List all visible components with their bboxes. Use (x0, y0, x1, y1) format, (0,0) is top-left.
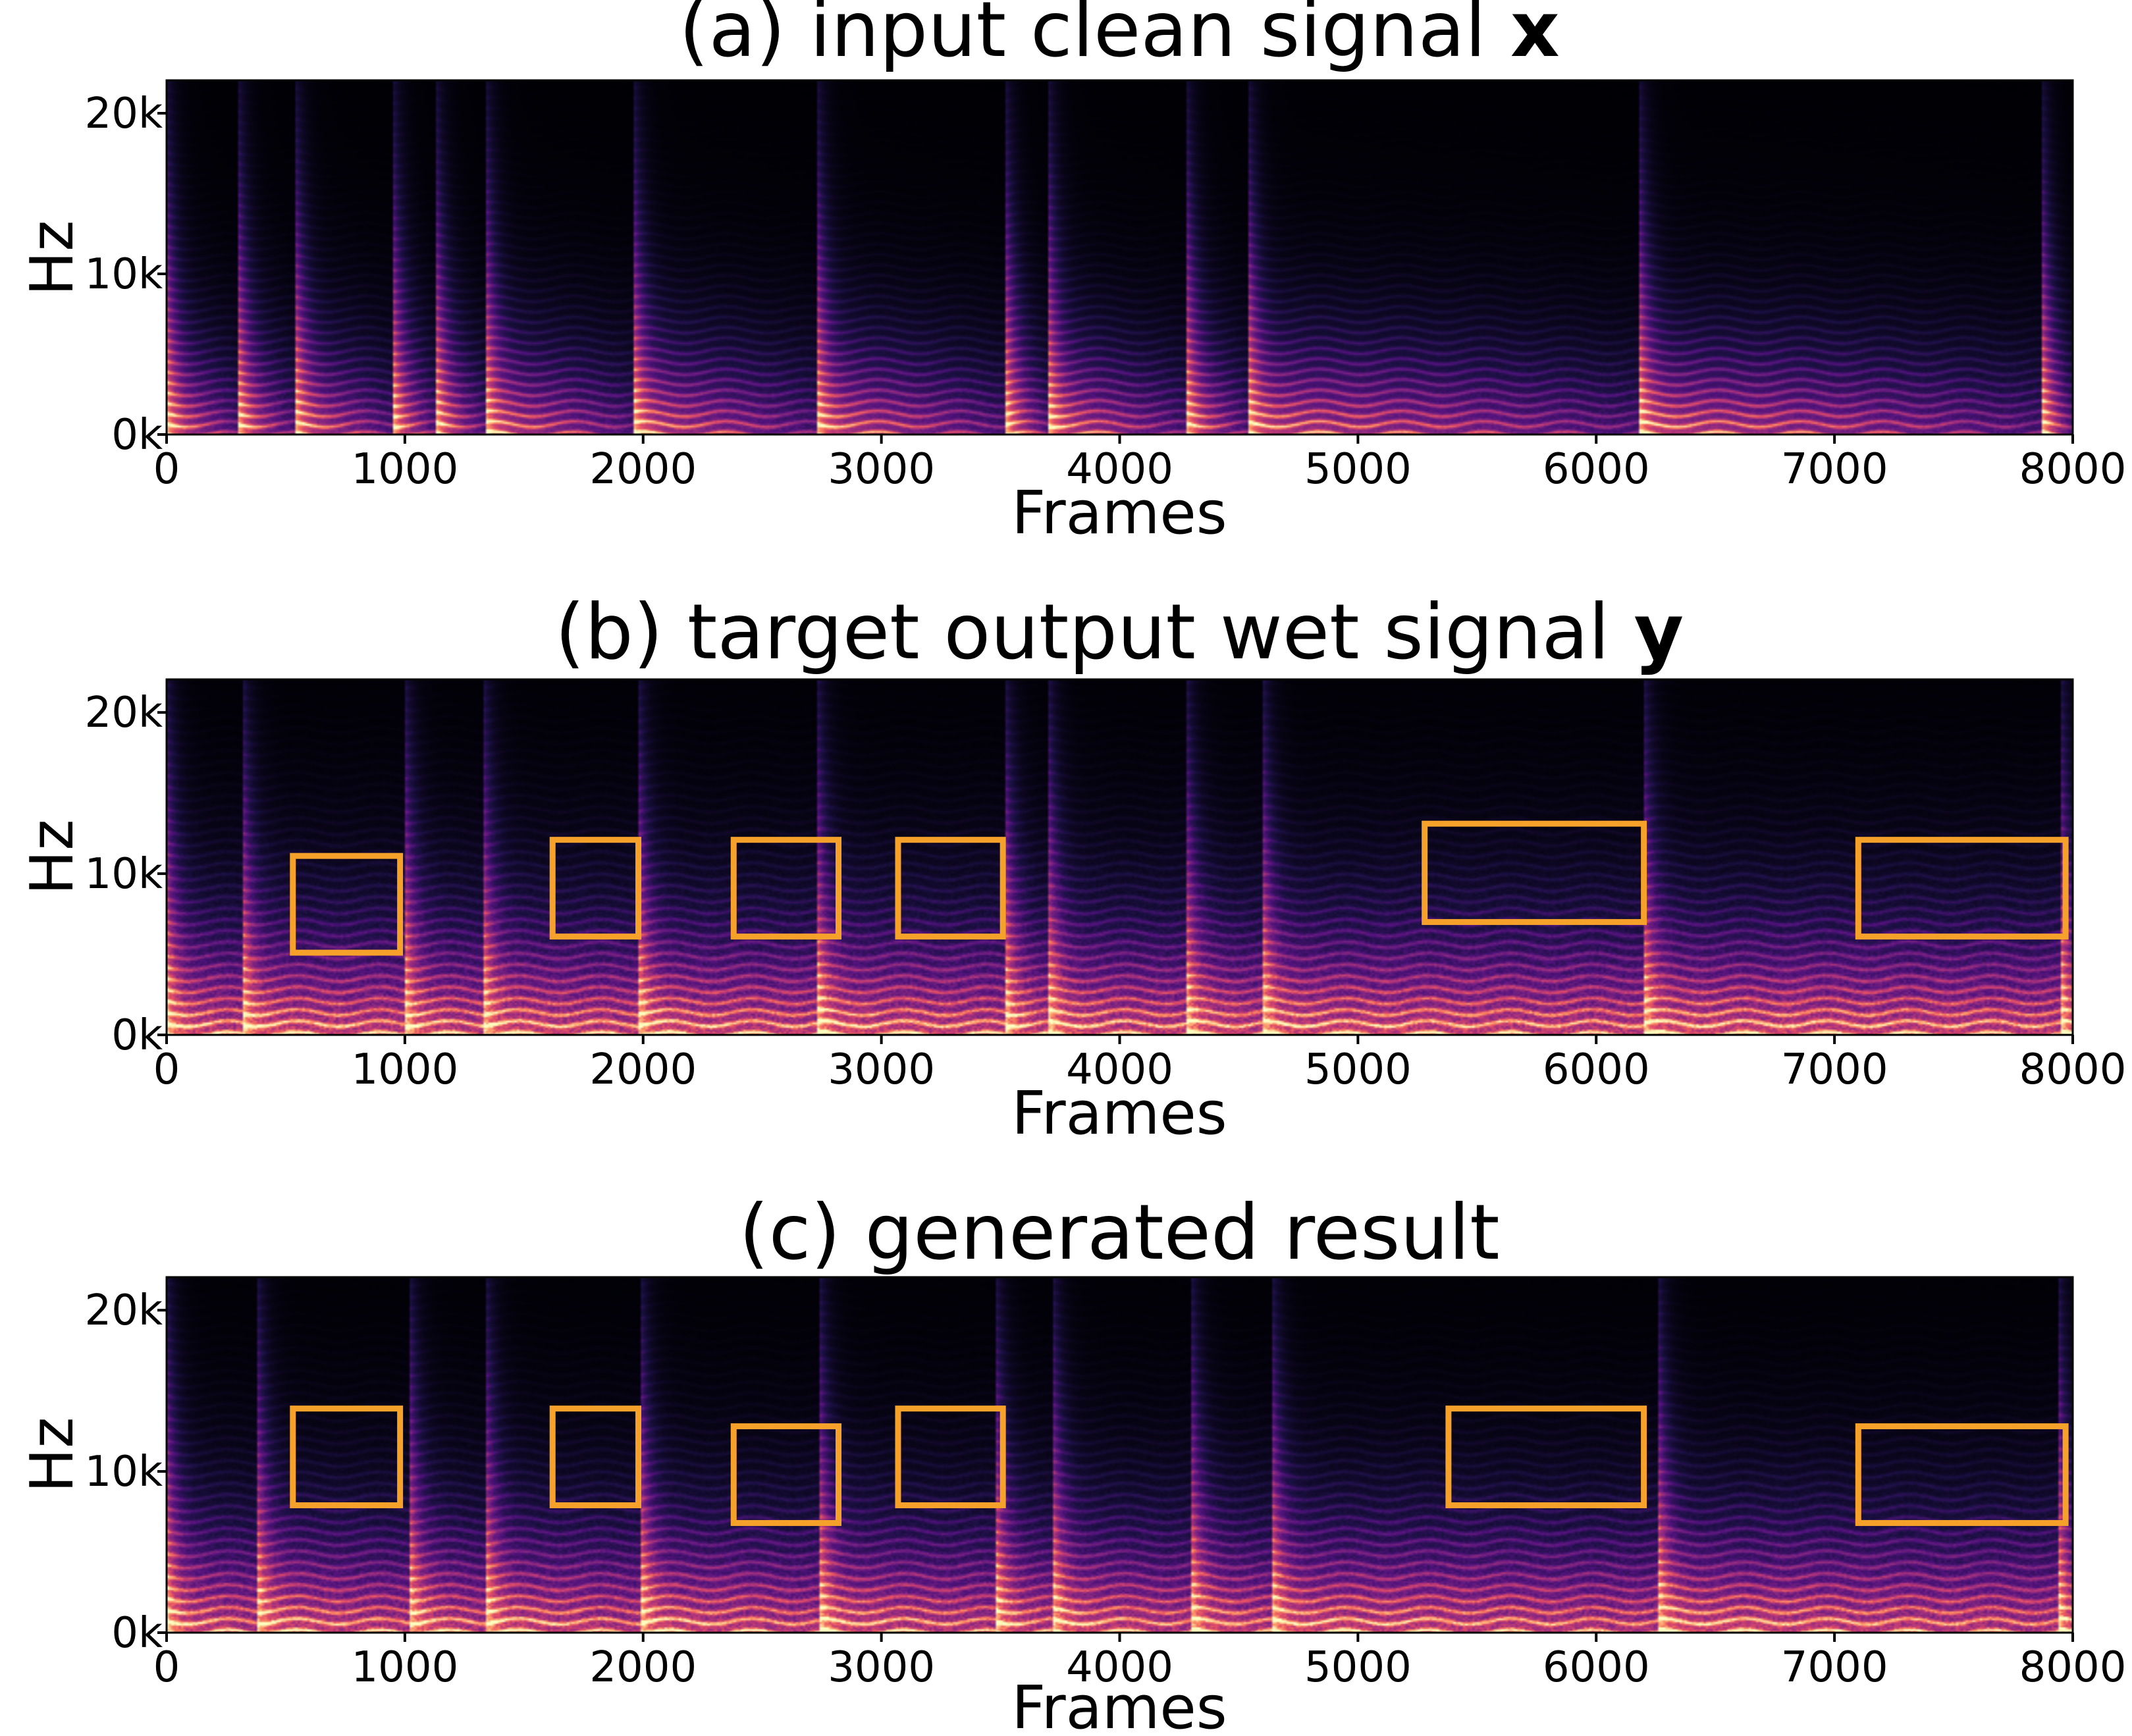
panel-b-ytick-label-20000: 20k (85, 689, 163, 737)
panel-c-title: (c) generated result (739, 1188, 1499, 1277)
panel-b-highlight-box-6 (1855, 837, 2069, 940)
panel-c: (c) generated result 0 1000 2000 3000 4000 50… (18, 1188, 2126, 1736)
panel-b-ylabel: Hz (18, 820, 87, 895)
panel-b-highlight-box-5 (1422, 820, 1647, 926)
panel-c-highlight-box-6 (1855, 1423, 2069, 1526)
panel-c-highlight-box-5 (1445, 1406, 1647, 1509)
panel-b-xlabel: Frames (1011, 1079, 1227, 1148)
panel-c-xtick-label-3000: 3000 (828, 1643, 935, 1692)
panel-c-xtick-label-2000: 2000 (589, 1643, 697, 1692)
panel-b-title: (b) target output wet signal y (555, 588, 1684, 677)
panel-b-ytick-label-0: 0k (111, 1011, 163, 1060)
panel-a-xtick-label-5000: 5000 (1304, 445, 1412, 494)
panel-c-boxes (290, 1406, 2069, 1526)
panel-a-axes: 0 1000 2000 3000 4000 5000 6000 7000 8000 0k 10k 20… (85, 79, 2127, 494)
panel-a-xtick-label-1000: 1000 (351, 445, 458, 494)
panel-a-spectrogram (167, 80, 2073, 434)
panel-b-highlight-box-2 (549, 837, 642, 940)
panel-a: (a) input clean signal x 0 1000 2000 3000 40… (18, 0, 2126, 548)
panel-a-xtick-label-0: 0 (153, 445, 180, 494)
panel-a-xtick-label-3000: 3000 (828, 445, 935, 494)
panel-c-highlight-box-3 (730, 1423, 841, 1526)
panel-c-xtick-label-6000: 6000 (1543, 1643, 1650, 1692)
panel-a-xtick-label-2000: 2000 (589, 445, 697, 494)
panel-a-xtick-label-6000: 6000 (1543, 445, 1650, 494)
panel-a-axes-frame (165, 79, 2074, 436)
panel-c-xtick-label-5000: 5000 (1304, 1643, 1412, 1692)
panel-c-highlight-box-1 (290, 1406, 404, 1509)
panel-b-axes-frame (165, 678, 2074, 1036)
panel-c-ytick-label-10000: 10k (85, 1448, 163, 1496)
panel-b-xtick-label-1000: 1000 (351, 1045, 458, 1094)
panel-b-highlight-box-1 (290, 853, 404, 956)
panel-c-xtick-label-1000: 1000 (351, 1643, 458, 1692)
panel-a-ytick-label-10000: 10k (85, 250, 163, 299)
panel-c-ylabel: Hz (18, 1417, 87, 1493)
panel-b-xtick-label-8000: 8000 (2019, 1045, 2127, 1094)
panel-b-ytick-label-10000: 10k (85, 850, 163, 899)
panel-b-xtick-label-2000: 2000 (589, 1045, 697, 1094)
panel-b-axes: 0 1000 2000 3000 4000 5000 6000 7000 8000 0k 10k 20… (85, 678, 2127, 1094)
panel-a-xlabel: Frames (1011, 479, 1227, 548)
panel-a-xtick-label-8000: 8000 (2019, 445, 2127, 494)
panel-c-spectrogram (167, 1277, 2073, 1633)
panel-a-xtick-label-4000: 4000 (1066, 445, 1173, 494)
panel-b-boxes (290, 820, 2069, 956)
panel-b-xtick-label-5000: 5000 (1304, 1045, 1412, 1094)
panel-b-highlight-box-3 (730, 837, 841, 940)
panel-b-xtick-label-4000: 4000 (1066, 1045, 1173, 1094)
panel-c-ytick-label-0: 0k (111, 1609, 163, 1658)
panel-c-ytick-label-20000: 20k (85, 1286, 163, 1335)
panel-c-xtick-label-0: 0 (153, 1643, 180, 1692)
panel-c-xlabel: Frames (1011, 1673, 1227, 1736)
panel-b-spectrogram (167, 679, 2073, 1035)
panel-b: (b) target output wet signal y 0 1000 2000… (18, 588, 2126, 1148)
panel-a-title: (a) input clean signal x (679, 0, 1559, 74)
panel-b-xtick-label-0: 0 (153, 1045, 180, 1094)
panel-b-highlight-box-4 (895, 837, 1006, 940)
panel-b-xtick-label-6000: 6000 (1543, 1045, 1650, 1094)
panel-a-xtick-label-7000: 7000 (1781, 445, 1888, 494)
panel-a-ylabel: Hz (18, 221, 87, 296)
panel-b-xtick-label-3000: 3000 (828, 1045, 935, 1094)
panel-c-xtick-label-4000: 4000 (1066, 1643, 1173, 1692)
panel-b-xtick-label-7000: 7000 (1781, 1045, 1888, 1094)
panel-c-xtick-label-7000: 7000 (1781, 1643, 1888, 1692)
panel-c-xtick-label-8000: 8000 (2019, 1643, 2127, 1692)
panel-c-axes: 0 1000 2000 3000 4000 5000 6000 7000 8000 0k 10k 20… (85, 1276, 2127, 1692)
panel-c-highlight-box-4 (895, 1406, 1006, 1509)
panel-c-highlight-box-2 (549, 1406, 642, 1509)
panel-a-ytick-label-20000: 20k (85, 90, 163, 138)
panel-c-axes-frame (165, 1276, 2074, 1634)
panel-a-ytick-label-0: 0k (111, 411, 163, 460)
